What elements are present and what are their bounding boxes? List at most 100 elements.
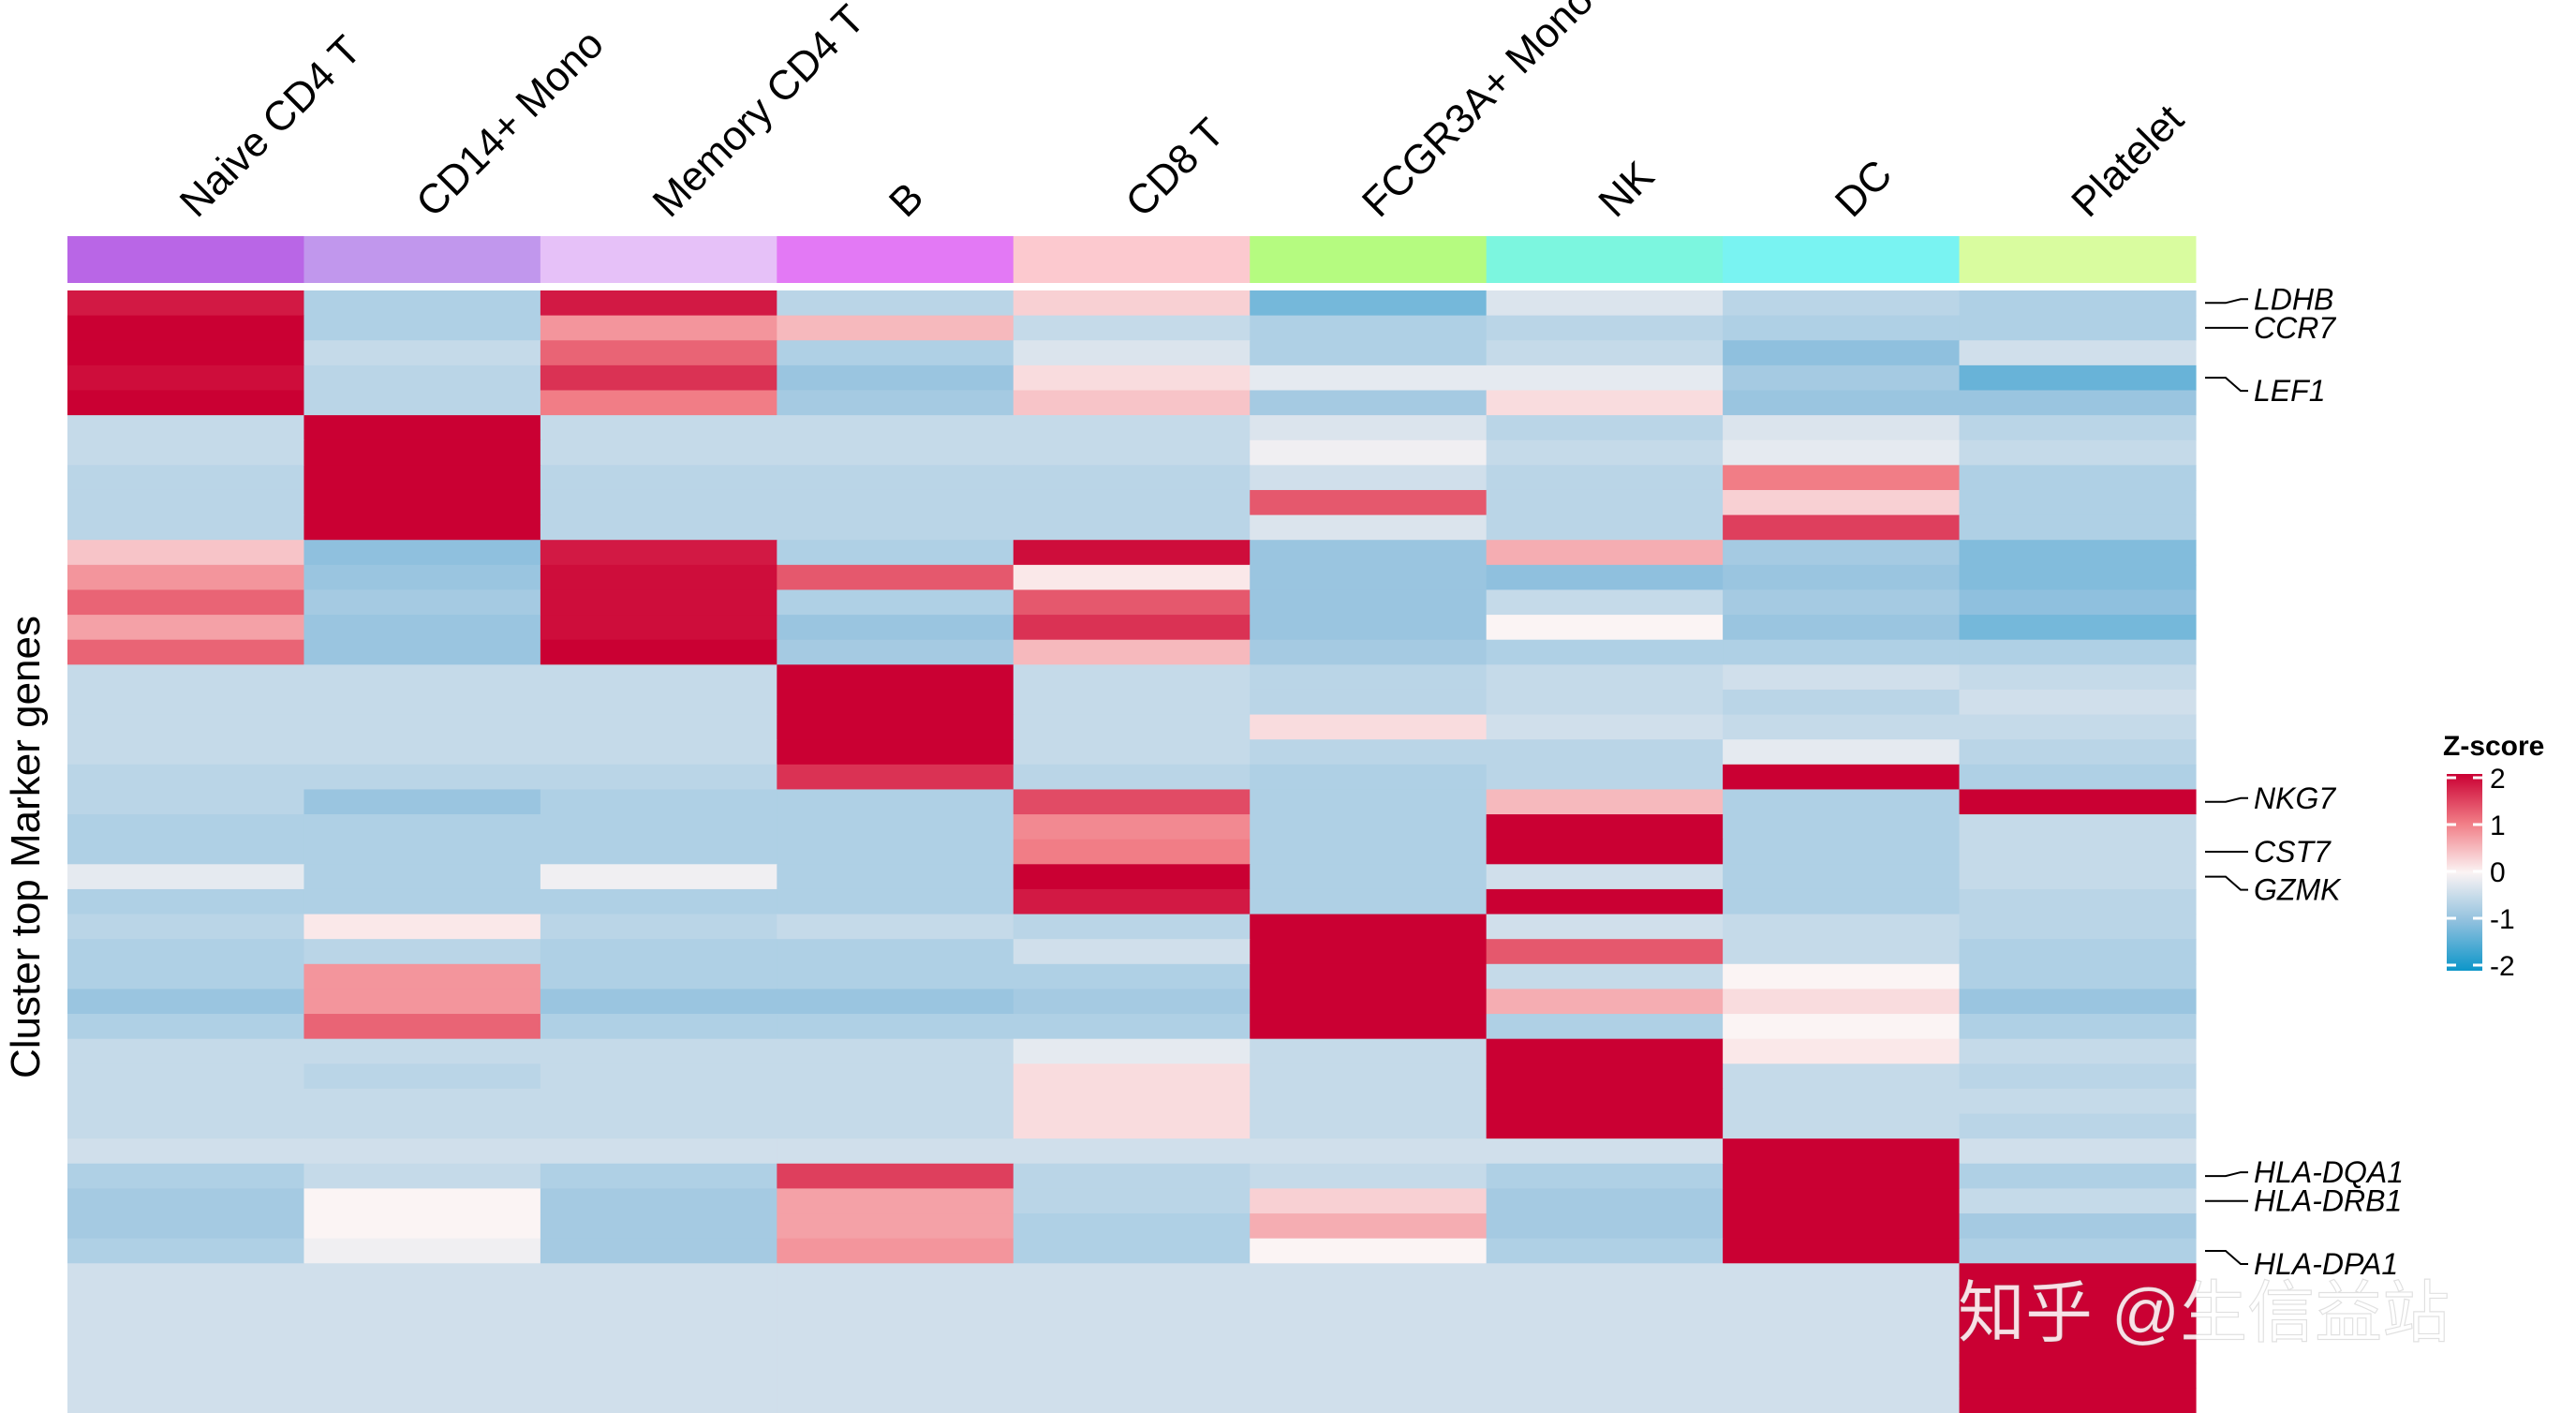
heatmap-cell xyxy=(1013,1238,1251,1264)
heatmap-cell xyxy=(1250,415,1488,441)
heatmap-cell xyxy=(777,789,1014,815)
heatmap-cell xyxy=(303,564,541,591)
heatmap-cell xyxy=(303,914,541,940)
heatmap-cell xyxy=(1486,1313,1724,1339)
heatmap-cell xyxy=(303,939,541,965)
heatmap-cell xyxy=(1250,664,1488,691)
heatmap-cell xyxy=(303,839,541,865)
heatmap-cell xyxy=(1486,1263,1724,1289)
heatmap-cell xyxy=(67,1113,305,1139)
heatmap-cell xyxy=(777,1287,1014,1315)
heatmap-cell xyxy=(67,1038,305,1064)
heatmap-cell xyxy=(303,689,541,716)
heatmap-cell xyxy=(1250,315,1488,341)
heatmap-cell xyxy=(1250,914,1488,940)
heatmap-cell xyxy=(1486,340,1724,366)
watermark: 知乎 @生信益站 xyxy=(1958,1276,2450,1351)
heatmap-cell xyxy=(1723,1388,1961,1413)
heatmap-cell xyxy=(1013,1287,1251,1315)
heatmap-cell xyxy=(1250,764,1488,791)
heatmap-cell xyxy=(303,1213,541,1240)
heatmap-cell xyxy=(67,1338,305,1364)
heatmap-cell xyxy=(1959,489,2197,516)
heatmap-cell xyxy=(1250,939,1488,965)
heatmap-cell xyxy=(777,1313,1014,1339)
heatmap-cell xyxy=(67,340,305,366)
heatmap-cell xyxy=(67,939,305,965)
heatmap-cell xyxy=(777,814,1014,840)
heatmap-cell xyxy=(1723,489,1961,516)
heatmap-cell xyxy=(1013,689,1251,716)
heatmap-cell xyxy=(540,1263,777,1289)
heatmap-cell xyxy=(1723,615,1961,641)
heatmap-cell xyxy=(1959,1287,2197,1315)
heatmap-cell xyxy=(540,439,777,466)
heatmap-cell xyxy=(303,315,541,341)
heatmap-cell xyxy=(777,1338,1014,1364)
heatmap-cell xyxy=(1013,1088,1251,1115)
heatmap-cell xyxy=(1723,1188,1961,1214)
heatmap-cell xyxy=(540,714,777,740)
heatmap-cell xyxy=(1723,739,1961,766)
heatmap-cell xyxy=(1486,1213,1724,1240)
heatmap-cell xyxy=(540,739,777,766)
heatmap-cell xyxy=(777,489,1014,516)
heatmap-cell xyxy=(1959,415,2197,441)
heatmap-cell xyxy=(1013,664,1251,691)
heatmap-cell xyxy=(1250,1238,1488,1264)
heatmap-cell xyxy=(777,315,1014,341)
heatmap-cell xyxy=(1723,1263,1961,1289)
heatmap-cell xyxy=(1959,714,2197,740)
heatmap-cell xyxy=(303,465,541,491)
heatmap-cell xyxy=(1959,689,2197,716)
heatmap-cell xyxy=(1013,1038,1251,1064)
heatmap-cell xyxy=(1486,514,1724,541)
heatmap-cell xyxy=(1486,1088,1724,1115)
heatmap-cell xyxy=(1013,789,1251,815)
heatmap-cell xyxy=(303,514,541,541)
heatmap-cell xyxy=(303,1088,541,1115)
heatmap-cell xyxy=(1959,340,2197,366)
heatmap-cell xyxy=(1723,340,1961,366)
heatmap-cell xyxy=(777,1238,1014,1264)
annotation-cell-6 xyxy=(1250,236,1488,283)
heatmap-cell xyxy=(303,814,541,840)
heatmap-cell xyxy=(1723,589,1961,616)
heatmap-cell xyxy=(1723,764,1961,791)
heatmap-cell xyxy=(67,589,305,616)
heatmap-cell xyxy=(67,739,305,766)
heatmap-cell xyxy=(1013,1188,1251,1214)
heatmap-cell xyxy=(540,540,777,566)
heatmap-cell xyxy=(777,989,1014,1015)
heatmap-cell xyxy=(303,1138,541,1165)
heatmap-cell xyxy=(540,315,777,341)
heatmap-cell xyxy=(540,914,777,940)
heatmap-cell xyxy=(1959,888,2197,915)
heatmap-cell xyxy=(1013,1163,1251,1189)
heatmap-cell xyxy=(1250,1388,1488,1413)
heatmap-cell xyxy=(540,1362,777,1389)
heatmap-cell xyxy=(1723,914,1961,940)
heatmap-cell xyxy=(1486,390,1724,416)
heatmap-cell xyxy=(777,1213,1014,1240)
heatmap-cell xyxy=(1723,465,1961,491)
gene-connector xyxy=(2205,298,2248,305)
heatmap-cell xyxy=(1486,1038,1724,1064)
heatmap-cell xyxy=(777,1113,1014,1139)
annotation-cell-3 xyxy=(540,236,777,283)
heatmap-cell xyxy=(1013,489,1251,516)
heatmap-cell xyxy=(67,639,305,665)
heatmap-cell xyxy=(1250,839,1488,865)
colorbar-tick-label: -2 xyxy=(2490,951,2515,982)
heatmap-cell xyxy=(303,1287,541,1315)
heatmap-cell xyxy=(1723,864,1961,890)
heatmap-cell xyxy=(1250,989,1488,1015)
heatmap-cell xyxy=(303,340,541,366)
heatmap-cell xyxy=(67,364,305,392)
heatmap-cell xyxy=(67,439,305,466)
heatmap-cell xyxy=(1013,564,1251,591)
heatmap-cell xyxy=(303,789,541,815)
heatmap-cell xyxy=(540,615,777,641)
heatmap-cell xyxy=(1959,989,2197,1015)
heatmap-cell xyxy=(777,739,1014,766)
